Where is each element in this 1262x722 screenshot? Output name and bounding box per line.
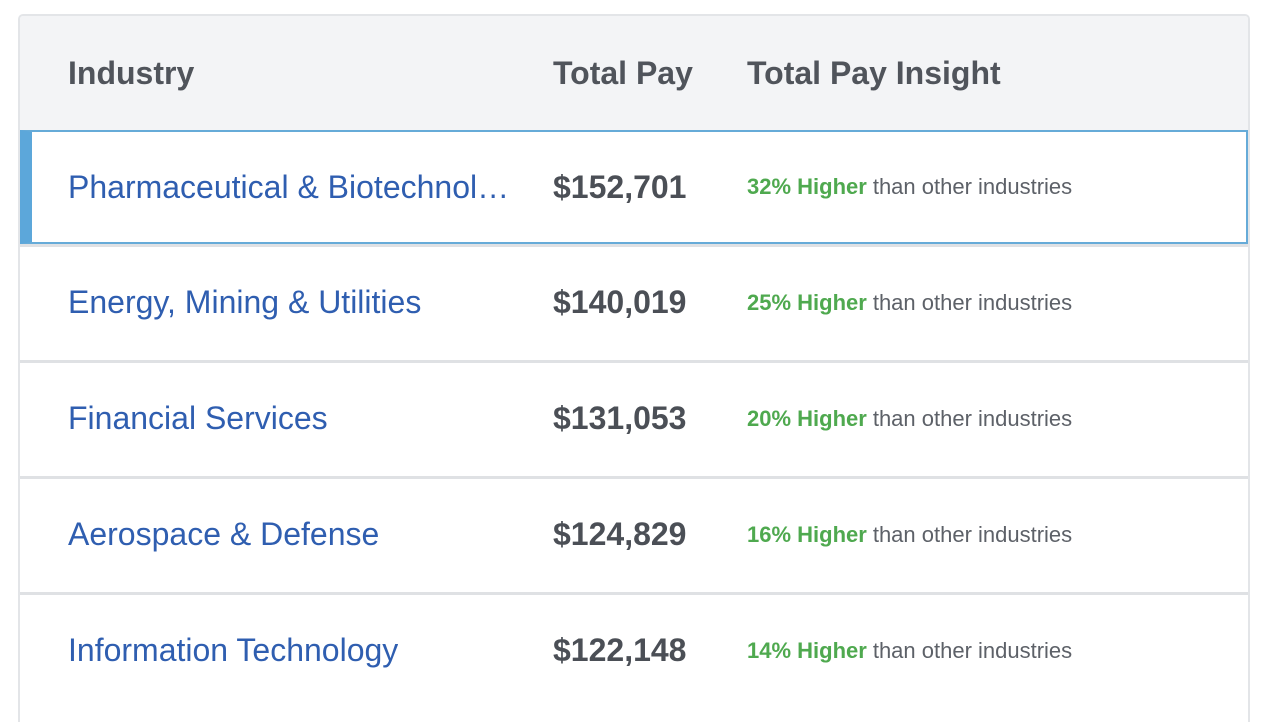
insight-percent: 16% Higher [747, 521, 867, 547]
total-pay-cell: $122,148 [553, 595, 686, 706]
industry-link[interactable]: Pharmaceutical & Biotechnolo… [68, 168, 523, 205]
industry-cell: Aerospace & Defense [68, 479, 523, 590]
total-pay-value: $152,701 [553, 168, 687, 205]
industry-link[interactable]: Aerospace & Defense [68, 516, 380, 552]
industry-cell: Financial Services [68, 363, 523, 474]
insight-percent: 25% Higher [747, 289, 867, 315]
total-pay-value: $122,148 [553, 632, 687, 668]
industry-pay-table: Industry Total Pay Total Pay Insight Pha… [18, 14, 1250, 722]
total-pay-cell: $131,053 [553, 363, 686, 474]
industry-cell: Information Technology [68, 595, 523, 706]
table-row[interactable]: Financial Services $131,053 20% Higher t… [20, 360, 1248, 474]
insight-cell: 16% Higher than other industries [747, 479, 1072, 590]
total-pay-cell: $140,019 [553, 247, 686, 358]
table-header: Industry Total Pay Total Pay Insight [20, 16, 1248, 130]
insight-percent: 20% Higher [747, 405, 867, 431]
insight-text: than other industries [872, 289, 1073, 315]
insight-percent: 14% Higher [747, 637, 867, 663]
insight-cell: 32% Higher than other industries [747, 132, 1072, 242]
column-header-total-pay-insight: Total Pay Insight [747, 55, 1001, 91]
column-header-industry: Industry [68, 55, 195, 91]
insight-cell: 20% Higher than other industries [747, 363, 1072, 474]
industry-link[interactable]: Financial Services [68, 400, 328, 436]
total-pay-value: $131,053 [553, 400, 687, 436]
column-header-total-pay: Total Pay [553, 55, 693, 91]
insight-text: than other industries [872, 637, 1073, 663]
insight-text: than other industries [872, 405, 1073, 431]
table-row[interactable]: Energy, Mining & Utilities $140,019 25% … [20, 244, 1248, 358]
insight-text: than other industries [872, 521, 1073, 547]
industry-cell: Pharmaceutical & Biotechnolo… [68, 132, 523, 242]
table-row[interactable]: Pharmaceutical & Biotechnolo… $152,701 3… [20, 130, 1248, 244]
industry-link[interactable]: Information Technology [68, 632, 399, 668]
insight-cell: 14% Higher than other industries [747, 595, 1072, 706]
total-pay-value: $124,829 [553, 516, 687, 552]
total-pay-cell: $124,829 [553, 479, 686, 590]
industry-link[interactable]: Energy, Mining & Utilities [68, 284, 422, 320]
insight-percent: 32% Higher [747, 174, 867, 199]
total-pay-cell: $152,701 [553, 132, 686, 242]
insight-cell: 25% Higher than other industries [747, 247, 1072, 358]
insight-text: than other industries [872, 174, 1073, 199]
table-row[interactable]: Information Technology $122,148 14% High… [20, 592, 1248, 706]
table-row[interactable]: Aerospace & Defense $124,829 16% Higher … [20, 476, 1248, 590]
total-pay-value: $140,019 [553, 284, 687, 320]
industry-cell: Energy, Mining & Utilities [68, 247, 523, 358]
